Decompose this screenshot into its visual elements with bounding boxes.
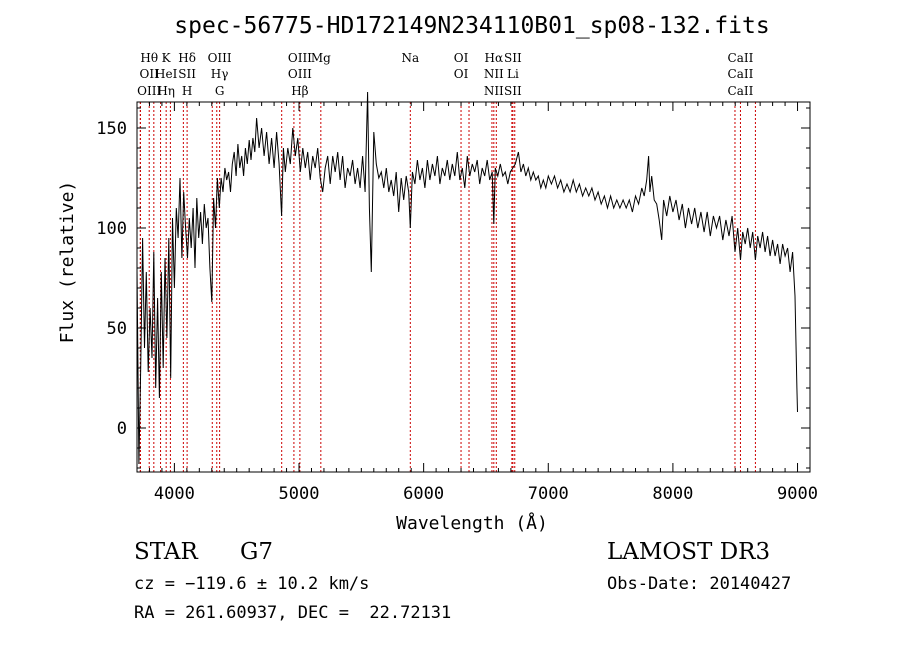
object-type: STAR <box>134 539 198 565</box>
x-tick-label: 4000 <box>154 484 195 504</box>
spectral-line-label: CaII <box>728 67 754 81</box>
spectral-line-label: OII <box>140 67 160 81</box>
y-tick-label: 0 <box>117 419 127 439</box>
spectral-line-label: Na <box>401 51 419 65</box>
x-tick-label: 6000 <box>403 484 444 504</box>
subclass: G7 <box>240 539 274 565</box>
spectral-line-label: Hη <box>157 84 175 98</box>
y-tick-label: 150 <box>96 119 127 139</box>
chart-title: spec-56775-HD172149N234110B01_sp08-132.f… <box>174 13 769 39</box>
spectral-line-label: SII <box>178 67 196 81</box>
spectral-line-label: Hα <box>485 51 504 65</box>
spectral-line-label: OI <box>454 51 469 65</box>
y-tick-label: 100 <box>96 219 127 239</box>
spectral-line-label: Hδ <box>178 51 196 65</box>
velocity-text: cz = −119.6 ± 10.2 km/s <box>134 574 370 594</box>
spectral-line-label: SII <box>504 51 522 65</box>
spectral-line-label: OI <box>454 67 469 81</box>
spectral-line-label: H <box>182 84 192 98</box>
coords-text: RA = 261.60937, DEC = 22.72131 <box>134 603 452 623</box>
spectral-line-label: Li <box>507 67 519 81</box>
obs-date-text: Obs-Date: 20140427 <box>607 574 792 594</box>
spectral-line-labels: Hθ OII OIII K HeI Hη Hδ SII H OIII Hγ G OIII OIII Hβ Mg… <box>137 51 753 98</box>
spectral-line-label: G <box>215 84 225 98</box>
spectral-line-label: Hβ <box>291 84 308 98</box>
y-tick-label: 50 <box>107 319 127 339</box>
spectral-line-label: Mg <box>311 51 331 65</box>
flux-series-line <box>136 91 798 465</box>
spectral-line-label: K <box>162 51 172 65</box>
spectral-line-label: CaII <box>728 51 754 65</box>
plot-frame <box>136 101 811 473</box>
x-tick-label: 8000 <box>652 484 693 504</box>
spectral-line-label: Hθ <box>140 51 158 65</box>
spectral-line-label: OIII <box>137 84 161 98</box>
spectral-line-label: NII <box>484 84 504 98</box>
spectral-line-markers <box>139 102 756 472</box>
spectral-line-label: SII <box>504 84 522 98</box>
spectral-line-label: Hγ <box>211 67 229 81</box>
spectral-line-label: OIII <box>288 51 312 65</box>
x-axis-label: Wavelength (Å) <box>396 512 548 534</box>
spectral-line-label: CaII <box>728 84 754 98</box>
x-tick-label: 9000 <box>777 484 818 504</box>
survey-name: LAMOST DR3 <box>607 539 771 565</box>
x-tick-label: 7000 <box>528 484 569 504</box>
spectral-line-label: OIII <box>288 67 312 81</box>
axes: 4000 5000 6000 7000 8000 9000 0 50 100 150 <box>96 102 818 504</box>
spectral-line-label: HeI <box>155 67 178 81</box>
spectral-line-label: NII <box>484 67 504 81</box>
x-tick-label: 5000 <box>279 484 320 504</box>
y-axis-label: Flux (relative) <box>57 181 78 344</box>
spectral-line-label: OIII <box>208 51 232 65</box>
